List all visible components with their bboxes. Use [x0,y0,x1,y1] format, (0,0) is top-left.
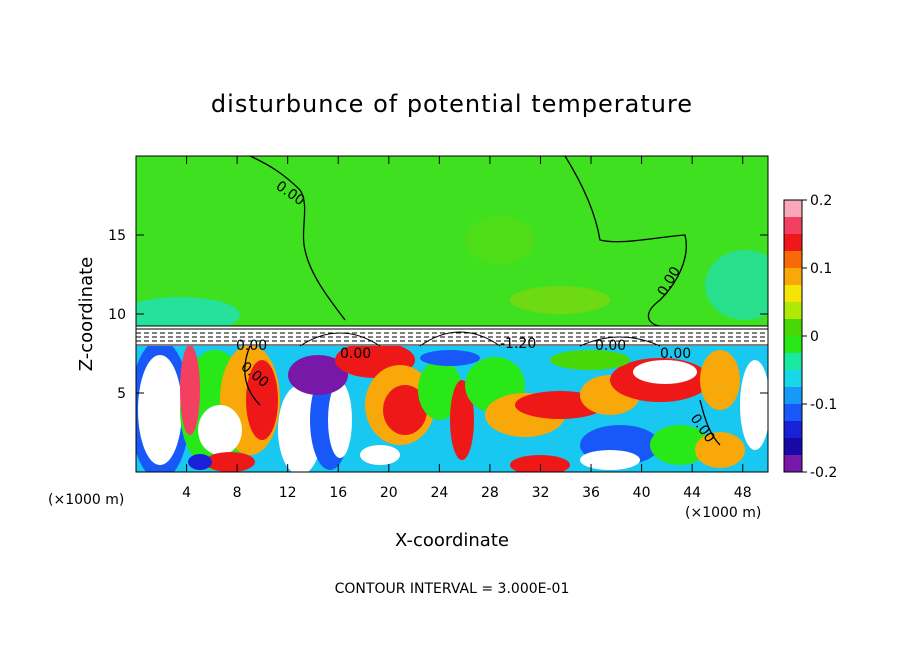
blob [450,380,474,460]
colorbar-swatch [784,336,802,354]
chart-title: disturbunce of potential temperature [211,90,693,118]
x-unit-right: (×1000 m) [685,505,761,521]
contour-line [244,345,261,406]
upper-field [136,156,768,346]
x-axis: 4 8 12 16 20 24 28 32 36 40 44 48 [182,156,752,501]
blob [288,355,348,395]
colorbar-swatch [784,302,802,320]
colorbar-swatch [784,268,802,286]
blob [510,455,570,472]
contour-line [699,399,721,446]
colorbar-swatch [784,285,802,303]
blob [383,385,427,435]
colorbar-swatch [784,217,802,235]
x-tick-label: 28 [481,485,499,501]
blob [246,360,278,440]
blob [633,360,697,384]
contour-line [564,156,687,327]
colorbar-swatch [784,455,802,473]
blob [205,452,255,472]
blob [580,450,640,470]
colorbar-swatch [784,438,802,456]
blob [198,405,242,455]
y-tick-label: 5 [117,386,126,402]
y-axis: 5 10 15 [108,228,768,402]
blob [138,355,182,465]
colorbar-swatch [784,387,802,405]
colorbar-swatch [784,319,802,337]
cold-blob [705,250,768,320]
blob [180,346,200,435]
contour-label: -1.20 [500,336,536,352]
y-tick-label: 10 [108,307,126,323]
turbulent-field [136,346,768,472]
colorbar-swatch [784,370,802,388]
x-axis-label: X-coordinate [395,530,509,551]
x-tick-label: 8 [233,485,242,501]
x-tick-label: 16 [329,485,347,501]
colorbar-swatch [784,421,802,439]
blob [700,350,740,410]
x-tick-label: 44 [683,485,701,501]
cold-blob [136,297,240,333]
blob [550,350,630,370]
x-tick-label: 40 [633,485,651,501]
blob [420,350,480,366]
contour-line [249,156,346,321]
blob [360,445,400,465]
x-tick-label: 32 [532,485,550,501]
colorbar-tick-label: -0.1 [810,397,837,413]
blob [188,454,212,470]
plot-area: 0.00 0.00 0.00 0.00 0.00 -1.20 0.00 0.00… [136,156,768,472]
contours [244,156,721,446]
footer-text: CONTOUR INTERVAL = 3.000E-01 [335,581,570,597]
colorbar: 0.2 0.1 0 -0.1 -0.2 [783,193,837,481]
inversion-lines [136,325,768,347]
colorbar-tick-label: 0 [810,329,819,345]
colorbar-swatch [784,353,802,371]
blob [328,382,352,458]
colorbar-swatch [784,404,802,422]
colorbar-tick-label: 0.1 [810,261,832,277]
colorbar-tick-label: 0.2 [810,193,832,209]
contour-label: 0.00 [660,346,691,362]
contour-label: 0.00 [236,338,267,354]
colorbar-swatch [784,234,802,252]
blob [650,425,710,465]
x-tick-label: 24 [430,485,448,501]
y-tick-label: 15 [108,228,126,244]
warm-blob [465,215,535,265]
x-tick-label: 12 [279,485,297,501]
x-tick-label: 4 [182,485,191,501]
x-tick-label: 36 [582,485,600,501]
x-unit-left: (×1000 m) [48,492,124,508]
blob [740,360,768,450]
contour-label: 0.00 [340,346,371,362]
warm-blob [510,286,610,314]
contour-label: 0.00 [595,338,626,354]
colorbar-tick-label: -0.2 [810,465,837,481]
x-tick-label: 20 [380,485,398,501]
y-axis-label: Z-coordinate [76,257,97,372]
x-tick-label: 48 [734,485,752,501]
colorbar-swatch [784,200,802,218]
blob [695,432,745,468]
colorbar-swatch [784,251,802,269]
